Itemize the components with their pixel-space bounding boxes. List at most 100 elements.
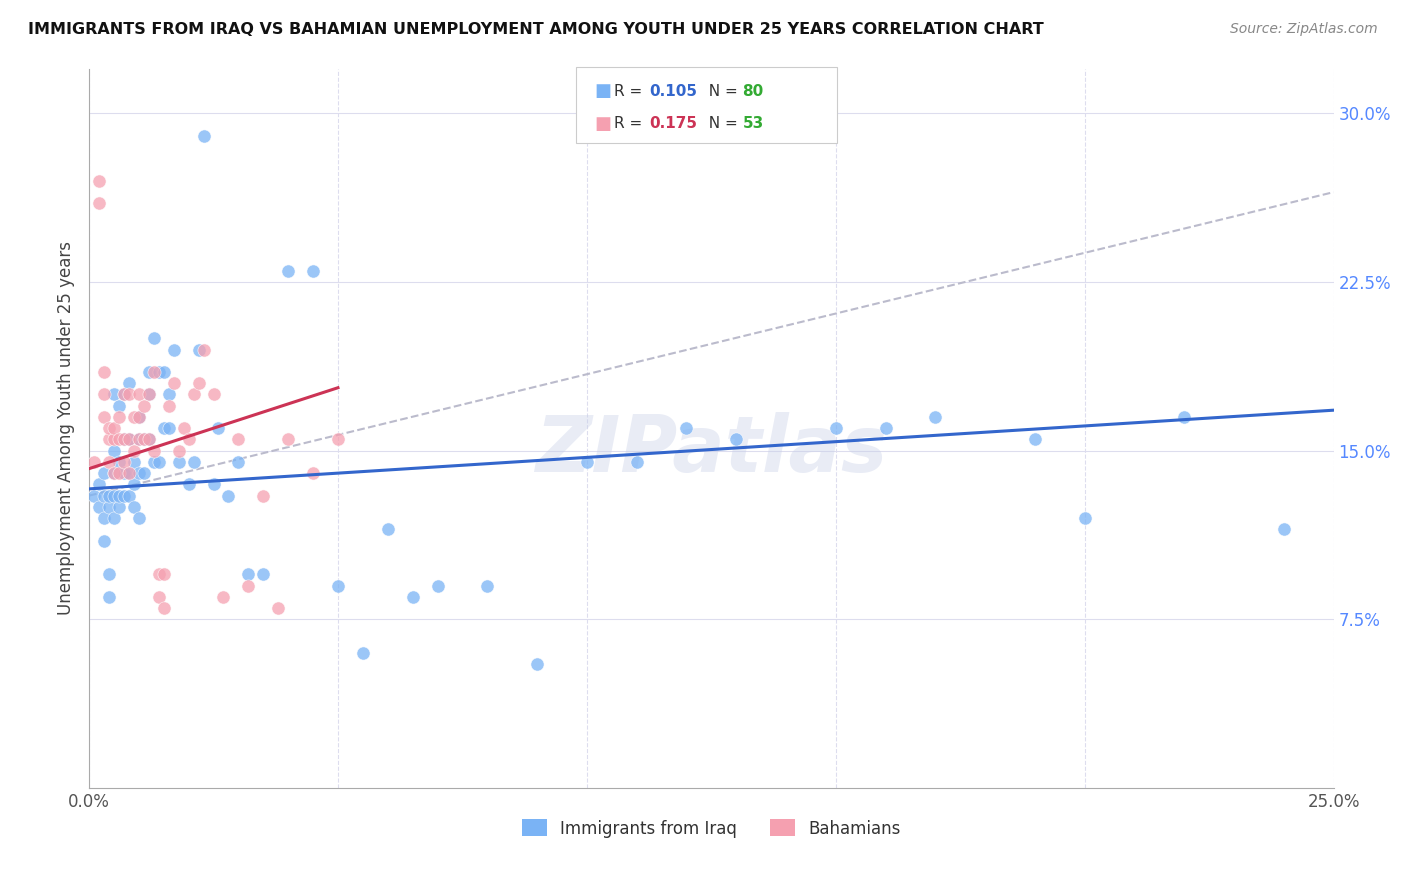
- Point: [98, 567, 121, 582]
- Point: [148, 455, 170, 469]
- Point: [132, 466, 155, 480]
- Text: R =: R =: [614, 116, 648, 131]
- Point: [112, 387, 135, 401]
- Point: [93, 466, 115, 480]
- Point: [128, 409, 150, 424]
- Text: ■: ■: [595, 114, 612, 133]
- Point: [83, 455, 105, 469]
- Point: [122, 455, 145, 469]
- Point: [118, 466, 141, 480]
- Point: [326, 433, 349, 447]
- Point: [267, 601, 290, 615]
- Point: [108, 500, 131, 514]
- Point: [87, 196, 110, 211]
- Point: [138, 365, 160, 379]
- Point: [118, 433, 141, 447]
- Point: [118, 376, 141, 391]
- Point: [252, 567, 274, 582]
- Point: [103, 433, 125, 447]
- Point: [875, 421, 897, 435]
- Text: Source: ZipAtlas.com: Source: ZipAtlas.com: [1230, 22, 1378, 37]
- Text: 0.105: 0.105: [650, 84, 697, 99]
- Point: [118, 387, 141, 401]
- Point: [326, 578, 349, 592]
- Point: [217, 489, 239, 503]
- Point: [212, 590, 235, 604]
- Point: [1073, 511, 1095, 525]
- Point: [575, 455, 598, 469]
- Text: 80: 80: [742, 84, 763, 99]
- Text: N =: N =: [699, 116, 742, 131]
- Point: [238, 567, 260, 582]
- Point: [725, 433, 748, 447]
- Point: [152, 567, 174, 582]
- Point: [112, 489, 135, 503]
- Point: [675, 421, 697, 435]
- Point: [193, 128, 215, 143]
- Point: [103, 489, 125, 503]
- Point: [87, 500, 110, 514]
- Point: [277, 264, 299, 278]
- Point: [138, 433, 160, 447]
- Point: [122, 500, 145, 514]
- Point: [177, 433, 200, 447]
- Point: [142, 365, 165, 379]
- Point: [352, 646, 374, 660]
- Point: [98, 590, 121, 604]
- Point: [238, 578, 260, 592]
- Point: [112, 455, 135, 469]
- Point: [112, 433, 135, 447]
- Point: [93, 533, 115, 548]
- Point: [112, 433, 135, 447]
- Point: [98, 489, 121, 503]
- Point: [152, 601, 174, 615]
- Point: [98, 500, 121, 514]
- Point: [142, 455, 165, 469]
- Point: [98, 455, 121, 469]
- Point: [252, 489, 274, 503]
- Point: [87, 477, 110, 491]
- Point: [187, 376, 209, 391]
- Point: [228, 455, 250, 469]
- Point: [98, 433, 121, 447]
- Point: [132, 433, 155, 447]
- Point: [128, 387, 150, 401]
- Point: [108, 489, 131, 503]
- Point: [122, 409, 145, 424]
- Point: [132, 399, 155, 413]
- Point: [108, 433, 131, 447]
- Point: [228, 433, 250, 447]
- Point: [477, 578, 499, 592]
- Point: [128, 466, 150, 480]
- Point: [118, 466, 141, 480]
- Point: [98, 421, 121, 435]
- Point: [93, 387, 115, 401]
- Point: [128, 433, 150, 447]
- Point: [103, 466, 125, 480]
- Point: [526, 657, 548, 672]
- Text: 53: 53: [742, 116, 763, 131]
- Point: [138, 433, 160, 447]
- Text: 0.175: 0.175: [650, 116, 697, 131]
- Point: [626, 455, 648, 469]
- Point: [138, 387, 160, 401]
- Point: [202, 387, 225, 401]
- Point: [128, 511, 150, 525]
- Point: [93, 511, 115, 525]
- Point: [93, 365, 115, 379]
- Point: [157, 421, 180, 435]
- Point: [157, 387, 180, 401]
- Text: R =: R =: [614, 84, 648, 99]
- Point: [142, 443, 165, 458]
- Point: [128, 409, 150, 424]
- Point: [93, 409, 115, 424]
- Point: [108, 455, 131, 469]
- Point: [128, 433, 150, 447]
- Point: [167, 443, 190, 458]
- Point: [112, 466, 135, 480]
- Point: [148, 590, 170, 604]
- Point: [83, 489, 105, 503]
- Point: [118, 433, 141, 447]
- Point: [193, 343, 215, 357]
- Text: N =: N =: [699, 84, 742, 99]
